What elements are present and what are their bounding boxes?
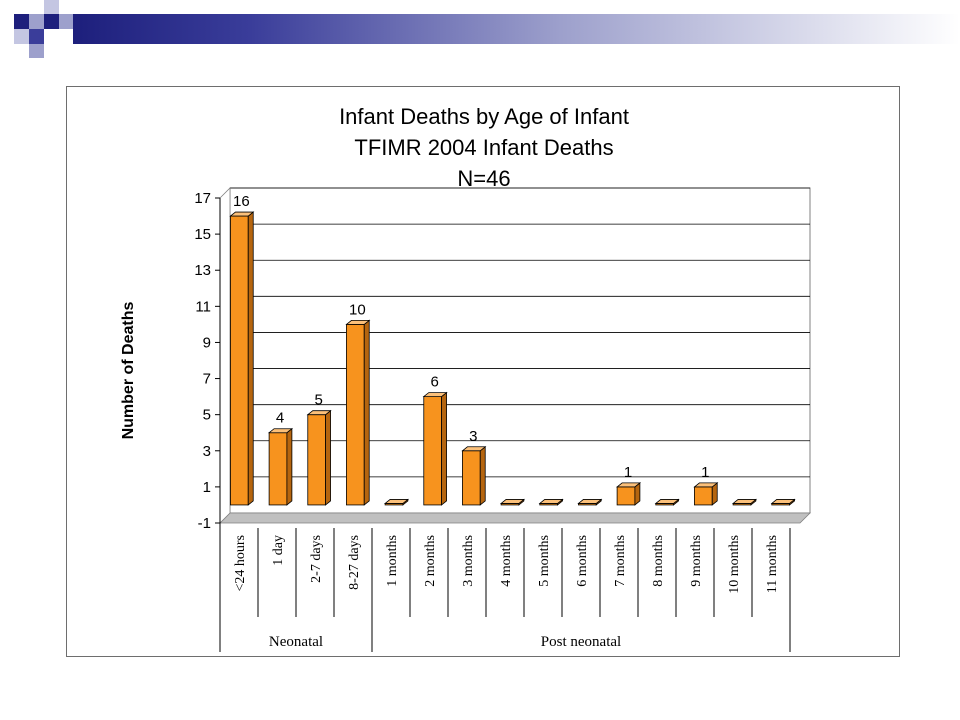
data-label: 3 (469, 428, 477, 445)
bar: 1 (615, 464, 642, 506)
bar-top (731, 499, 758, 504)
bar-top (383, 499, 410, 504)
data-label: 10 (349, 301, 366, 318)
y-tick-label: 1 (203, 479, 211, 496)
bar-top (461, 446, 487, 452)
bar-front (616, 486, 636, 506)
bar-front (423, 396, 442, 506)
bar-top (267, 428, 294, 434)
deco-square-dark (44, 14, 59, 29)
bar (654, 498, 680, 506)
y-tick-label: 15 (194, 226, 211, 243)
bar (731, 498, 758, 506)
bar-front (268, 432, 288, 506)
bar (770, 498, 796, 506)
category-label: 10 months (727, 535, 742, 594)
bar-top (422, 392, 448, 398)
y-tick-label: 5 (203, 407, 211, 424)
chart-floor (219, 512, 811, 524)
category-label: 2 months (423, 535, 438, 587)
y-tick-label: 7 (203, 371, 211, 388)
header-banner (73, 14, 960, 44)
category-label: 5 months (537, 535, 552, 587)
bar-side (325, 409, 331, 506)
category-label: 6 months (575, 535, 590, 587)
y-tick-label: 17 (194, 190, 211, 207)
deco-square-light (14, 29, 29, 44)
bar-top (499, 499, 526, 504)
bar-side (441, 391, 447, 506)
data-label: 1 (624, 464, 632, 481)
group-label: Neonatal (269, 634, 323, 650)
category-label: 1 months (385, 535, 400, 587)
bar-top (654, 499, 680, 504)
bar (383, 498, 410, 506)
deco-square-light (29, 44, 44, 58)
bar: 10 (345, 301, 371, 506)
bar-front (346, 323, 365, 506)
chart-title-line: Infant Deaths by Age of Infant (339, 104, 629, 129)
category-label: 2-7 days (309, 535, 324, 583)
deco-square-dark (29, 29, 44, 44)
bar: 16 (229, 193, 255, 506)
bar-front (462, 450, 481, 506)
bar-side (479, 445, 486, 506)
bar (499, 498, 526, 506)
bar-top (693, 482, 719, 488)
data-label: 5 (314, 392, 322, 409)
category-label: 8 months (651, 535, 666, 587)
bar-top (770, 499, 796, 504)
data-label: 6 (430, 374, 438, 391)
deco-square-light (59, 14, 73, 29)
bar-side (247, 211, 254, 506)
category-label: 1 day (271, 535, 286, 566)
bar-top (577, 499, 603, 504)
y-axis-label: Number of Deaths (120, 302, 137, 440)
bar (538, 498, 564, 506)
bar: 1 (693, 464, 719, 506)
bar: 3 (461, 428, 487, 506)
bar-top (615, 482, 642, 488)
y-tick-label: 3 (203, 443, 211, 460)
bar-top (538, 499, 564, 504)
y-tick-label: 13 (194, 262, 211, 279)
category-label: 11 months (765, 535, 780, 593)
group-label: Post neonatal (541, 634, 621, 650)
chart-bars: 16 4 5 10 6 3 1 1 (229, 193, 796, 506)
chart-title-line: N=46 (457, 166, 510, 191)
data-label: 4 (276, 410, 284, 427)
deco-square-dark (14, 14, 29, 29)
category-label: 3 months (461, 535, 476, 587)
chart-title-line: TFIMR 2004 Infant Deaths (354, 135, 613, 160)
bar-front (230, 215, 249, 506)
bar-top (229, 211, 255, 217)
y-tick-label: -1 (198, 515, 211, 532)
bar-top (306, 410, 332, 416)
deco-square-light (29, 14, 44, 29)
data-label: 1 (701, 464, 709, 481)
bar-side (363, 319, 370, 506)
bar-front (694, 486, 713, 506)
bar (577, 498, 603, 506)
y-tick-label: 11 (195, 298, 211, 315)
bar: 4 (267, 410, 294, 506)
bar-front (307, 414, 326, 506)
deco-square-light (44, 0, 59, 14)
bar-side (286, 427, 293, 506)
category-label: 9 months (689, 535, 704, 587)
category-label: 7 months (613, 535, 628, 587)
bar: 5 (306, 392, 332, 506)
category-axis: <24 hours 1 day 2-7 days 8-27 days 1 months 2… (219, 523, 791, 652)
category-label: 4 months (499, 535, 514, 587)
bar: 6 (422, 374, 448, 506)
data-label: 16 (233, 193, 250, 210)
y-tick-label: 9 (203, 334, 211, 351)
category-label: <24 hours (233, 535, 248, 592)
category-label: 8-27 days (347, 535, 362, 590)
bar-top (345, 319, 371, 325)
chart-left-wall (219, 187, 231, 524)
chart-title: Infant Deaths by Age of Infant TFIMR 2004… (339, 104, 629, 191)
